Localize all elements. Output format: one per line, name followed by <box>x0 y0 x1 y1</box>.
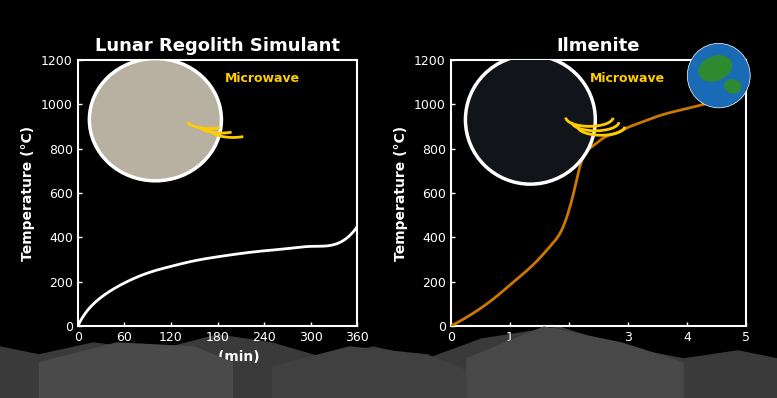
X-axis label: Time (min): Time (min) <box>176 350 260 364</box>
Ellipse shape <box>89 59 221 181</box>
Text: Microwave: Microwave <box>225 72 301 85</box>
X-axis label: Time (min): Time (min) <box>556 350 640 364</box>
Text: Microwave: Microwave <box>590 72 664 85</box>
Ellipse shape <box>724 79 741 94</box>
Title: Ilmenite: Ilmenite <box>556 37 640 55</box>
Ellipse shape <box>699 55 732 82</box>
Title: Lunar Regolith Simulant: Lunar Regolith Simulant <box>95 37 340 55</box>
Circle shape <box>687 43 750 108</box>
Y-axis label: Temperature (°C): Temperature (°C) <box>22 125 36 261</box>
Y-axis label: Temperature (°C): Temperature (°C) <box>395 125 409 261</box>
Ellipse shape <box>465 55 595 184</box>
